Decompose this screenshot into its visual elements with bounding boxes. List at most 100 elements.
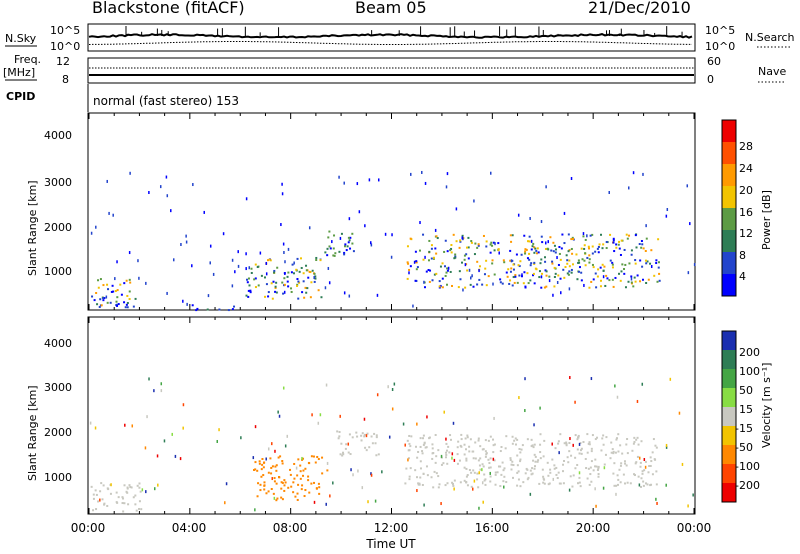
power-echo	[466, 246, 469, 249]
power-echo	[588, 286, 591, 289]
velocity-echo	[497, 465, 500, 468]
power-echo	[246, 281, 249, 284]
velocity-echo	[299, 470, 302, 473]
power-echo	[166, 194, 169, 198]
power-echo	[248, 284, 251, 287]
velocity-echo	[109, 492, 112, 495]
velocity-echo	[563, 442, 566, 445]
power-echo	[606, 277, 609, 280]
power-echo	[577, 259, 580, 262]
velocity-echo	[289, 468, 292, 471]
velocity-echo	[534, 460, 537, 463]
velocity-echo	[296, 492, 299, 495]
velocity-echo	[600, 449, 603, 452]
power-echo	[641, 278, 644, 281]
power-echo	[584, 264, 587, 267]
beam-label: Beam 05	[355, 0, 427, 17]
power-echo	[543, 256, 546, 259]
velocity-echo	[612, 472, 615, 475]
velocity-echo	[533, 443, 536, 446]
velocity-echo	[263, 461, 266, 464]
power-echo	[430, 257, 433, 260]
velocity-echo	[517, 478, 520, 481]
velocity-echo	[121, 496, 124, 499]
power-echo	[428, 239, 431, 242]
velocity-echo	[421, 452, 424, 455]
power-echo	[441, 286, 444, 289]
velocity-echo	[405, 467, 408, 470]
power-colorbar-swatch	[722, 186, 736, 209]
power-echo	[427, 259, 430, 262]
velocity-echo	[665, 483, 667, 487]
power-echo	[570, 238, 573, 241]
velocity-echo	[597, 467, 600, 470]
velocity-echo	[283, 484, 286, 487]
velocity-echo	[304, 467, 307, 470]
velocity-echo	[588, 443, 591, 446]
power-echo	[432, 256, 435, 259]
velocity-echo	[478, 506, 480, 510]
power-echo	[485, 245, 488, 248]
power-echo	[627, 280, 630, 283]
velocity-echo	[646, 483, 649, 486]
velocity-echo	[224, 501, 226, 505]
power-echo	[471, 274, 473, 278]
velocity-echo	[425, 465, 428, 468]
vel-cb-tick-m200: -200	[735, 479, 760, 492]
velocity-echo	[639, 461, 642, 464]
power-echo	[487, 275, 490, 278]
velocity-echo	[355, 431, 358, 434]
power-echo	[328, 245, 331, 248]
velocity-echo	[565, 444, 568, 447]
velocity-echo	[451, 456, 453, 460]
power-echo	[466, 269, 469, 272]
velocity-echo	[446, 482, 449, 485]
velocity-echo	[549, 468, 552, 471]
velocity-echo	[489, 466, 492, 469]
power-echo	[282, 292, 285, 295]
power-echo	[586, 256, 589, 259]
nsky-spikes	[125, 26, 683, 36]
velocity-echo	[513, 439, 516, 442]
power-echo	[415, 260, 418, 263]
power-echo	[544, 269, 547, 272]
power-echo	[609, 233, 612, 236]
power-echo	[212, 272, 215, 276]
velocity-echo	[418, 482, 421, 486]
velocity-echo	[434, 461, 437, 464]
velocity-echo	[275, 469, 278, 472]
velocity-echo	[138, 507, 141, 510]
velocity-echo	[407, 457, 410, 460]
velocity-echo	[577, 434, 580, 437]
power-echo	[233, 305, 236, 308]
velocity-echo	[437, 449, 440, 452]
power-echo	[464, 286, 467, 289]
velocity-echo	[484, 439, 487, 442]
power-echo	[102, 299, 105, 302]
power-echo	[649, 262, 652, 265]
velocity-echo	[277, 456, 280, 459]
power-echo	[90, 231, 93, 235]
velocity-echo	[655, 446, 658, 449]
velocity-echo	[474, 441, 477, 444]
power-echo	[128, 298, 131, 301]
power-echo	[575, 253, 578, 256]
velocity-echo	[281, 481, 284, 484]
power-echo	[552, 293, 554, 297]
power-echo	[370, 243, 373, 247]
power-echo	[343, 245, 346, 248]
power-echo	[506, 275, 509, 278]
velocity-echo	[302, 469, 305, 472]
velocity-echo	[408, 478, 411, 481]
velocity-echo	[160, 389, 163, 393]
velocity-echo	[588, 483, 591, 486]
velocity-echo	[569, 376, 571, 380]
power-echo	[414, 279, 417, 282]
power-echo	[435, 235, 438, 238]
velocity-echo	[603, 463, 606, 466]
power-echo	[534, 267, 537, 270]
velocity-echo	[511, 435, 514, 438]
power-echo	[452, 233, 455, 236]
velocity-echo	[518, 447, 521, 450]
velocity-echo	[621, 452, 624, 455]
